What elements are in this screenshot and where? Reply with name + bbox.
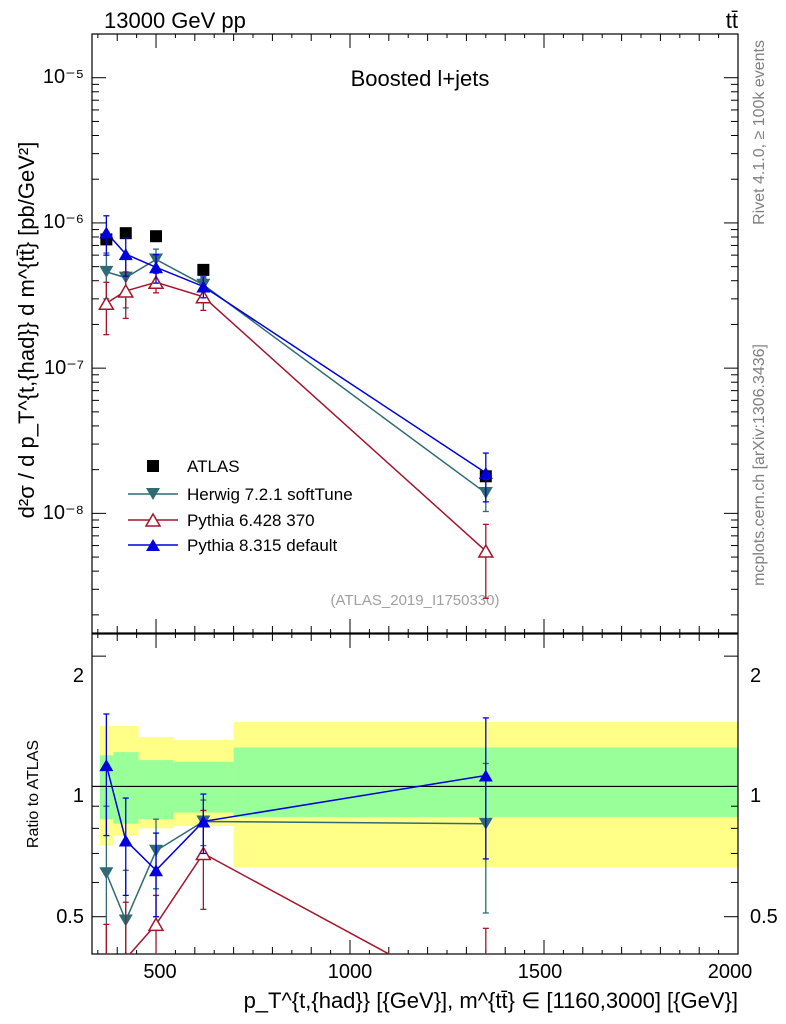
ratio-point-pythia-6-428-370 bbox=[147, 916, 165, 932]
main-axis-ticks bbox=[92, 33, 738, 616]
legend-pythia8-marker bbox=[146, 539, 160, 551]
legend-label-herwig: Herwig 7.2.1 softTune bbox=[187, 485, 353, 504]
legend-herwig-marker bbox=[146, 488, 160, 500]
legend-label-pythia6: Pythia 6.428 370 bbox=[187, 511, 315, 530]
ratio-axis-ticks bbox=[92, 655, 738, 918]
main-line-herwig-7-2-1-softtune bbox=[106, 258, 487, 494]
plot-title: Boosted l+jets bbox=[351, 66, 490, 91]
process-label: tt̄ bbox=[726, 8, 738, 33]
energy-label: 13000 GeV pp bbox=[104, 8, 246, 33]
x-tick-label-2000: 2000 bbox=[708, 961, 753, 983]
main-point-pythia-8-315-default bbox=[118, 248, 133, 261]
ratio-bands bbox=[92, 721, 738, 868]
ratio-tick-label-right-0.5: 0.5 bbox=[750, 906, 778, 928]
y-tick-label-1e-8: 10⁻⁸ bbox=[43, 502, 84, 524]
main-series-group bbox=[98, 215, 495, 599]
ratio-series-group bbox=[99, 713, 493, 984]
ratio-tick-label-2: 2 bbox=[73, 665, 84, 687]
x-axis-label: p_T^{t,{had}} [{GeV}], m^{tt̄} ∈ [1160,3… bbox=[244, 988, 738, 1013]
main-point-pythia-8-315-default bbox=[99, 226, 114, 239]
legend-pythia6-marker bbox=[144, 512, 162, 527]
ratio-tick-label-1: 1 bbox=[73, 785, 84, 807]
mcplots-label: mcplots.cern.ch [arXiv:1306.3436] bbox=[751, 344, 768, 586]
ratio-point-pythia-8-315-default bbox=[149, 864, 164, 877]
ratio-point-pythia-8-315-default bbox=[478, 769, 493, 782]
ratio-point-pythia-6-428-370 bbox=[124, 951, 128, 954]
y-tick-label-1e-5: 10⁻⁵ bbox=[43, 66, 84, 88]
legend-label-pythia8: Pythia 8.315 default bbox=[187, 536, 338, 555]
y-tick-label-1e-6: 10⁻⁶ bbox=[43, 211, 84, 233]
ratio-point-pythia-8-315-default bbox=[118, 834, 133, 847]
ratio-point-pythia-8-315-default bbox=[196, 815, 211, 828]
y-tick-label-1e-7: 10⁻⁷ bbox=[44, 357, 84, 379]
main-point-pythia-8-315-default bbox=[196, 280, 211, 293]
ratio-band-inner bbox=[138, 760, 174, 820]
main-point-pythia-6-428-370 bbox=[117, 283, 135, 298]
x-tick-label-1500: 1500 bbox=[518, 961, 563, 983]
main-y-axis-label: d²σ / d p_T^{t,{had}} d m^{tt̄} [pb/GeV²… bbox=[14, 142, 39, 519]
ratio-point-herwig-7-2-1-softtune bbox=[99, 867, 114, 880]
ratio-tick-label-right-1: 1 bbox=[750, 785, 761, 807]
analysis-tag: (ATLAS_2019_I1750330) bbox=[330, 592, 499, 609]
legend: ATLAS Herwig 7.2.1 softTune Pythia 6.428… bbox=[128, 457, 353, 555]
ratio-y-axis-label: Ratio to ATLAS bbox=[25, 740, 42, 848]
main-panel-frame bbox=[91, 33, 739, 634]
main-point-herwig-7-2-1-softtune bbox=[99, 265, 114, 278]
legend-label-atlas: ATLAS bbox=[187, 457, 240, 476]
rivet-version-label: Rivet 4.1.0, ≥ 100k events bbox=[751, 40, 768, 225]
ratio-panel-frame bbox=[91, 633, 739, 955]
x-tick-label-1000: 1000 bbox=[328, 961, 373, 983]
x-tick-label-500: 500 bbox=[143, 961, 176, 983]
main-point-pythia-8-315-default bbox=[478, 466, 493, 479]
main-point-pythia-6-428-370 bbox=[477, 543, 495, 558]
legend-atlas-marker bbox=[147, 460, 159, 472]
ratio-tick-label-right-2: 2 bbox=[750, 665, 761, 687]
main-point-atlas bbox=[197, 263, 210, 276]
main-point-atlas bbox=[150, 230, 163, 243]
main-point-atlas bbox=[119, 227, 132, 240]
x-axis-ticks bbox=[97, 34, 739, 954]
ratio-point-pythia-8-315-default bbox=[99, 759, 114, 772]
ratio-point-pythia-6-428-370 bbox=[99, 972, 113, 984]
ratio-tick-label-0.5: 0.5 bbox=[56, 906, 84, 928]
main-point-pythia-6-428-370 bbox=[98, 295, 115, 310]
main-point-pythia-8-315-default bbox=[149, 261, 164, 274]
